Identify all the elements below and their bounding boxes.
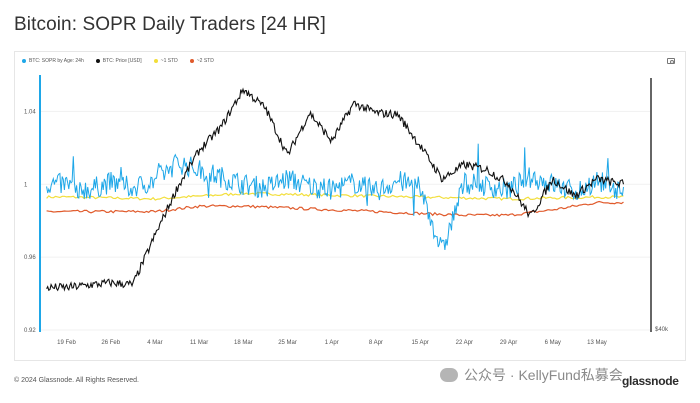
x-tick-label: 29 Apr <box>500 340 517 346</box>
legend-item[interactable]: ~1 STD <box>153 58 178 64</box>
watermark: 公众号 · KellyFund私募会 <box>440 365 623 385</box>
y-tick-label: 0.96 <box>24 255 36 261</box>
legend-item[interactable]: BTC: Price [USD] <box>95 58 142 64</box>
x-tick-label: 4 Mar <box>147 340 162 346</box>
brand-logo: glassnode <box>622 374 679 388</box>
y-tick-label: 1.04 <box>24 109 36 115</box>
legend-swatch <box>22 59 26 63</box>
x-tick-label: 22 Apr <box>456 340 473 346</box>
x-tick-label: 1 Apr <box>325 340 339 346</box>
page-title: Bitcoin: SOPR Daily Traders [24 HR] <box>14 14 326 35</box>
x-tick-label: 6 May <box>545 340 561 346</box>
legend-label: ~1 STD <box>160 58 178 64</box>
legend-swatch <box>95 59 100 63</box>
price-line <box>46 87 625 292</box>
legend-label: ~2 STD <box>196 58 214 64</box>
x-tick-label: 26 Feb <box>101 340 120 346</box>
legend-item[interactable]: ~2 STD <box>189 58 214 64</box>
y-tick-label: 1 <box>24 182 28 188</box>
camera-icon[interactable] <box>667 58 675 64</box>
std1-line <box>46 191 624 201</box>
x-tick-label: 18 Mar <box>234 340 253 346</box>
x-tick-label: 13 May <box>587 340 607 346</box>
y-tick-label: 0.92 <box>24 328 36 334</box>
chart-legend: BTC: SOPR by Age: 24h BTC: Price [USD] ~1 … <box>22 56 214 66</box>
x-tick-label: 15 Apr <box>411 340 428 346</box>
x-tick-label: 25 Mar <box>278 340 297 346</box>
x-tick-label: 11 Mar <box>190 340 208 346</box>
wechat-icon <box>440 368 458 382</box>
legend-swatch <box>153 59 158 63</box>
legend-swatch <box>189 59 194 63</box>
x-tick-label: 8 Apr <box>369 340 383 346</box>
watermark-text: 公众号 · KellyFund私募会 <box>464 367 623 383</box>
legend-label: BTC: Price [USD] <box>102 58 142 64</box>
legend-label: BTC: SOPR by Age: 24h <box>29 58 84 64</box>
copyright-text: © 2024 Glassnode. All Rights Reserved. <box>14 377 140 384</box>
y-right-tick-label: $40k <box>655 327 669 333</box>
x-tick-label: 19 Feb <box>57 340 76 346</box>
legend-item[interactable]: BTC: SOPR by Age: 24h <box>22 58 84 64</box>
sopr-line <box>46 143 624 250</box>
